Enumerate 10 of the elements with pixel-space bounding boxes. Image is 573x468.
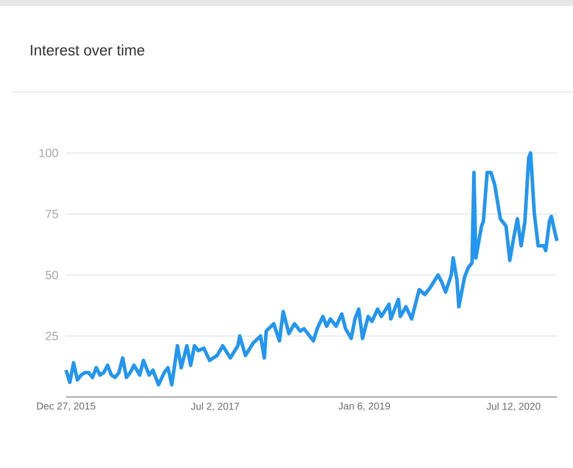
line-series <box>64 151 559 387</box>
chart-title: Interest over time <box>30 44 144 56</box>
y-tick-label: 75 <box>46 210 58 218</box>
x-tick-label: Dec 27, 2015 <box>37 402 96 411</box>
x-tick-label: Jul 12, 2020 <box>486 402 540 412</box>
y-tick-label: 50 <box>46 270 58 280</box>
y-tick-label: 100 <box>39 148 58 158</box>
y-tick-label: 25 <box>46 332 58 340</box>
x-tick-label: Jul 2, 2017 <box>190 402 240 412</box>
x-tick-label: Jan 6, 2019 <box>338 402 390 411</box>
